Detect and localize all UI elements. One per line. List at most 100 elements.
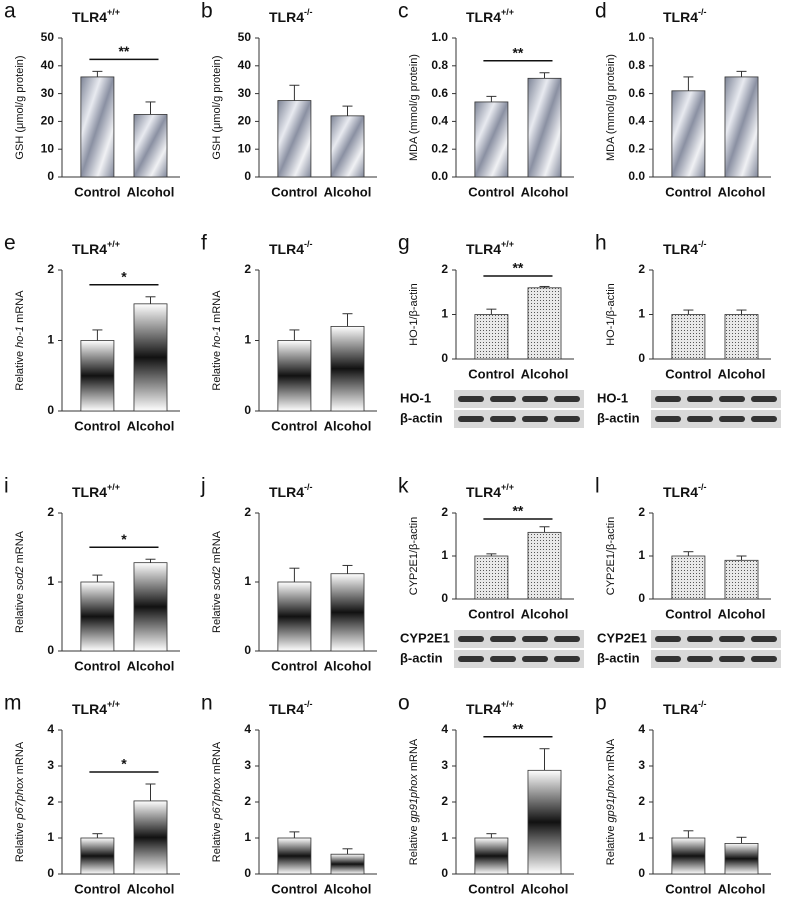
y-label-text: Relative [408, 825, 420, 865]
panel-title: TLR4-/- [269, 239, 313, 256]
panel-letter: i [4, 475, 9, 498]
blot-label: HO-1 [400, 390, 431, 405]
panel-letter: k [398, 475, 409, 498]
y-tick-label: 0.0 [431, 169, 448, 183]
bar [80, 340, 115, 412]
blot-band [751, 396, 777, 402]
title-text: TLR4 [72, 241, 107, 257]
x-tick-label: Control [665, 606, 711, 621]
blot-band [687, 656, 713, 662]
y-label-gene: gp91phox [408, 774, 420, 823]
y-label-text: MDA (mmol/g protein) [408, 54, 420, 161]
y-tick-label: 2 [47, 262, 54, 276]
title-sup: +/+ [501, 7, 514, 17]
title-text: TLR4 [269, 701, 304, 717]
panel-letter: j [200, 475, 206, 498]
y-tick-label: 50 [41, 30, 55, 44]
y-label-text: CYP2E1/β-actin [408, 517, 420, 595]
blot-band [751, 656, 777, 662]
y-label-text: Relative [211, 351, 223, 391]
y-tick-label: 4 [638, 722, 645, 736]
blot-band [751, 636, 777, 642]
blot-strip [651, 410, 781, 428]
title-sup: +/+ [107, 699, 120, 709]
x-tick-label: Alcohol [718, 606, 766, 621]
blot-band [522, 656, 548, 662]
blot-band [687, 396, 713, 402]
title-text: TLR4 [663, 701, 698, 717]
title-text: TLR4 [466, 9, 501, 25]
panel-title: TLR4+/+ [466, 482, 514, 499]
panel-letter: m [4, 692, 22, 715]
y-label-gene: sod2 [14, 566, 26, 590]
blot-band [490, 396, 516, 402]
blot-strip [454, 410, 584, 428]
y-tick-label: 0 [638, 591, 645, 605]
blot-band [522, 636, 548, 642]
title-sup: -/- [304, 699, 313, 709]
y-axis-label: Relative gp91phox mRNA [605, 738, 617, 865]
title-sup: +/+ [107, 239, 120, 249]
blot-band [655, 396, 681, 402]
y-label-text: Relative [14, 822, 26, 862]
y-label-text: MDA (mmol/g protein) [605, 54, 617, 161]
panel-title: TLR4+/+ [72, 239, 120, 256]
title-sup: -/- [304, 7, 313, 17]
bar [474, 837, 509, 875]
x-tick-label: Control [74, 184, 120, 199]
blot-band [522, 396, 548, 402]
y-axis-label: Relativep67phox mRNA [211, 741, 223, 862]
bar [80, 76, 115, 178]
y-tick-label: 1 [244, 830, 251, 844]
significance-label: ** [512, 503, 523, 519]
y-axis-label: Relative ho-1 mRNA [14, 290, 26, 391]
blot-band [458, 636, 484, 642]
bar [724, 76, 759, 178]
y-tick-label: 0 [47, 169, 54, 183]
y-label-unit: mRNA [605, 738, 617, 771]
y-tick-label: 0 [47, 866, 54, 880]
y-label-unit: mRNA [211, 290, 223, 323]
y-tick-label: 0 [47, 643, 54, 657]
y-label-unit: mRNA [14, 290, 26, 323]
blot-band [751, 416, 777, 422]
panel-letter: d [595, 0, 607, 23]
y-tick-label: 2 [47, 794, 54, 808]
y-tick-label: 20 [41, 114, 55, 128]
title-text: TLR4 [269, 241, 304, 257]
y-tick-label: 1 [47, 574, 54, 588]
y-label-unit: mRNA [14, 530, 26, 563]
title-text: TLR4 [663, 9, 698, 25]
blot-label: β-actin [597, 650, 640, 665]
x-tick-label: Alcohol [521, 606, 569, 621]
blot-band [554, 396, 580, 402]
blot-band [719, 656, 745, 662]
panel-title: TLR4+/+ [72, 7, 120, 24]
title-sup: -/- [304, 482, 313, 492]
significance-label: * [121, 268, 127, 284]
y-tick-label: 1 [638, 548, 645, 562]
y-label-text: Relative [211, 822, 223, 862]
blot-label: CYP2E1 [597, 630, 647, 645]
title-text: TLR4 [269, 9, 304, 25]
y-tick-label: 0 [441, 591, 448, 605]
panel-letter: o [398, 692, 410, 715]
y-label-text: Relative [211, 593, 223, 633]
y-tick-label: 2 [638, 794, 645, 808]
bar [671, 90, 706, 178]
x-tick-label: Alcohol [324, 881, 372, 896]
x-tick-label: Alcohol [718, 366, 766, 381]
y-tick-label: 4 [441, 722, 448, 736]
panel-letter: b [201, 0, 213, 23]
blot-label: β-actin [597, 410, 640, 425]
y-tick-label: 3 [244, 758, 251, 772]
title-text: TLR4 [466, 701, 501, 717]
bar [474, 314, 509, 360]
y-label-gene: ho-1 [211, 326, 223, 348]
y-tick-label: 0.0 [628, 169, 645, 183]
bar [724, 843, 759, 875]
x-tick-label: Alcohol [521, 881, 569, 896]
blot-band [490, 636, 516, 642]
y-tick-label: 0 [244, 643, 251, 657]
blot-strip [454, 650, 584, 668]
